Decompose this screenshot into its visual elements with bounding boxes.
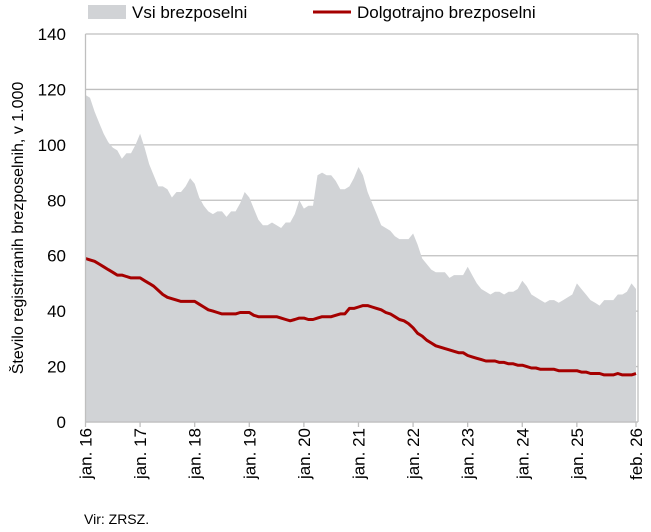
x-tick-labels: jan. 16 jan. 17 jan. 18 jan. 19 jan. 20 jan. … (77, 428, 647, 480)
legend: Vsi brezposelni Dolgotrajno brezposelni (88, 3, 536, 22)
y-tick-label: 0 (57, 413, 66, 432)
y-tick-label: 60 (47, 247, 66, 266)
axes (84, 34, 639, 427)
x-tick-label: jan. 16 (77, 428, 96, 480)
legend-label-vsi: Vsi brezposelni (132, 3, 247, 22)
x-tick-label: jan. 21 (349, 428, 368, 480)
x-tick-label: feb. 26 (627, 428, 646, 480)
y-tick-label: 140 (38, 25, 66, 44)
y-tick-labels: 0 20 40 60 80 100 120 140 (38, 25, 66, 432)
x-tick-label: jan. 23 (459, 428, 478, 480)
legend-swatch-vsi (88, 5, 126, 19)
line-series (85, 257, 637, 377)
area-series (85, 95, 636, 422)
x-tick-label: jan. 18 (186, 428, 205, 480)
line-dolgotrajno-brezposelni (85, 257, 637, 377)
x-tick-label: jan. 20 (295, 428, 314, 480)
y-axis-label: Število registriranih brezposelnih, v 1.… (8, 82, 27, 375)
x-tick-label: jan. 24 (513, 428, 532, 480)
y-tick-label: 120 (38, 80, 66, 99)
y-tick-label: 80 (47, 191, 66, 210)
legend-label-dolgotrajno: Dolgotrajno brezposelni (357, 3, 536, 22)
x-tick-label: jan. 25 (568, 428, 587, 480)
x-tick-label: jan. 19 (240, 428, 259, 480)
y-tick-label: 20 (47, 358, 66, 377)
y-tick-label: 40 (47, 302, 66, 321)
x-tick-label: jan. 17 (131, 428, 150, 480)
y-tick-label: 100 (38, 136, 66, 155)
area-vsi-brezposelni (85, 95, 636, 422)
x-tick-label: jan. 22 (404, 428, 423, 480)
source-note: Vir: ZRSZ. (84, 511, 149, 527)
